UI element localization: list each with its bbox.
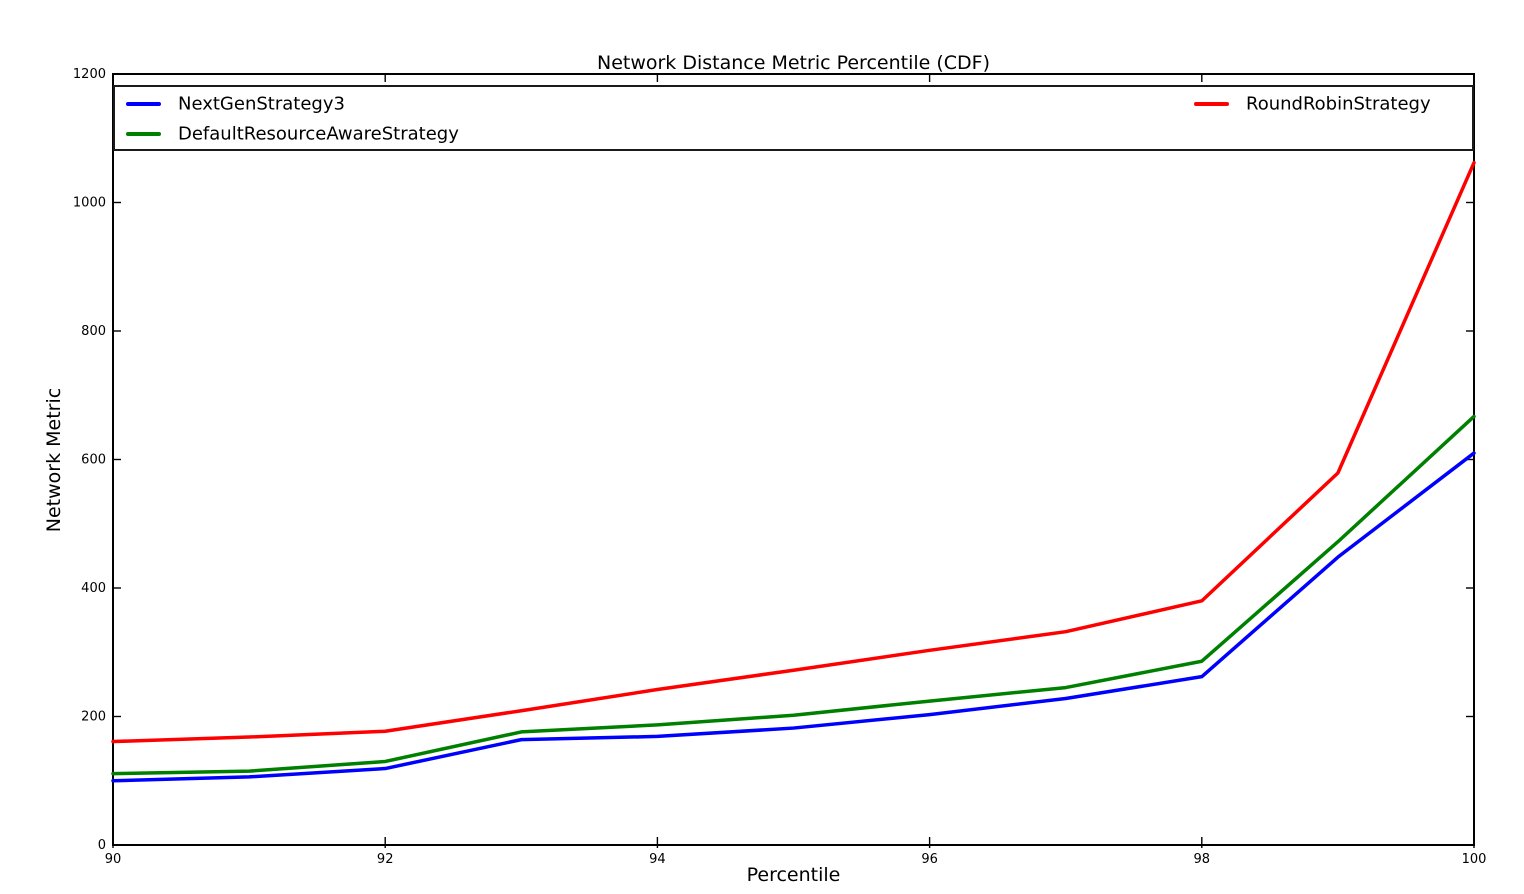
x-tick-label: 96 xyxy=(921,852,938,867)
legend-label: NextGenStrategy3 xyxy=(178,93,345,115)
legend-box: NextGenStrategy3 DefaultResourceAwareStra… xyxy=(113,85,1474,151)
y-tick-label: 1000 xyxy=(73,196,106,211)
y-tick-label: 1200 xyxy=(73,67,106,82)
series-line-NextGenStrategy3 xyxy=(111,451,1476,783)
y-tick-label: 0 xyxy=(98,838,106,853)
x-tick-label: 90 xyxy=(105,852,122,867)
y-tick-label: 200 xyxy=(81,710,106,725)
x-axis-label: Percentile xyxy=(746,864,841,886)
series-line-RoundRobinStrategy xyxy=(111,160,1476,744)
legend-label: RoundRobinStrategy xyxy=(1246,93,1431,115)
y-tick-label: 800 xyxy=(81,324,106,339)
x-tick-label: 100 xyxy=(1462,852,1487,867)
y-axis-label: Network Metric xyxy=(43,387,65,533)
y-tick-label: 600 xyxy=(81,453,106,468)
x-tick-label: 92 xyxy=(377,852,394,867)
legend-line-sample-icon xyxy=(126,102,161,106)
x-tick-label: 94 xyxy=(649,852,666,867)
legend-label: DefaultResourceAwareStrategy xyxy=(178,123,459,145)
x-tick-label: 98 xyxy=(1194,852,1211,867)
legend-line-sample-icon xyxy=(126,132,161,136)
chart-title: Network Distance Metric Percentile (CDF) xyxy=(596,52,991,74)
legend-line-sample-icon xyxy=(1194,102,1229,106)
y-tick-label: 400 xyxy=(81,581,106,596)
series-line-DefaultResourceAwareStrategy xyxy=(111,414,1476,776)
